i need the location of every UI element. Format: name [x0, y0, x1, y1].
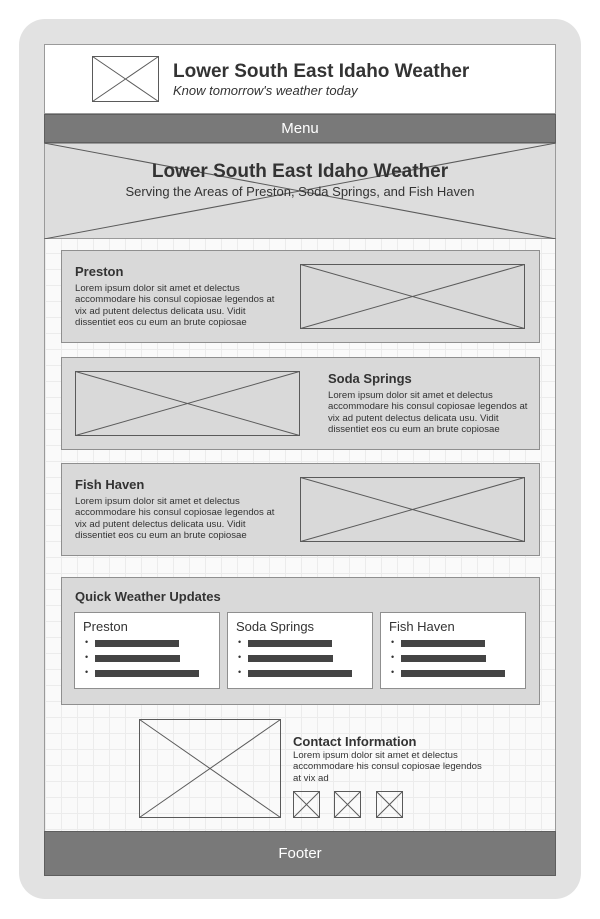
- bullet-icon: •: [238, 667, 242, 677]
- text-line-placeholder: [248, 670, 352, 677]
- text-line-placeholder: [401, 640, 485, 647]
- site-header: [44, 44, 556, 114]
- bullet-icon: •: [238, 652, 242, 662]
- contact-text: Lorem ipsum dolor sit amet et delectus a…: [293, 750, 482, 784]
- city-card-text: Lorem ipsum dolor sit amet et delectus a…: [328, 390, 528, 435]
- hero-title: Lower South East Idaho Weather: [151, 161, 449, 182]
- city-card-image: [300, 477, 525, 542]
- social-icon[interactable]: [376, 791, 403, 818]
- site-footer: Footer: [44, 831, 556, 876]
- bullet-icon: •: [85, 652, 89, 662]
- bullet-icon: •: [85, 667, 89, 677]
- social-icon[interactable]: [334, 791, 361, 818]
- site-title: Lower South East Idaho Weather: [173, 61, 470, 82]
- bullet-icon: •: [238, 637, 242, 647]
- city-card-title: Preston: [75, 264, 124, 279]
- site-tagline: Know tomorrow's weather today: [173, 83, 358, 98]
- hero-placeholder-image: [44, 143, 556, 239]
- text-line-placeholder: [95, 655, 180, 662]
- bullet-icon: •: [391, 667, 395, 677]
- city-card-text: Lorem ipsum dolor sit amet et delectus a…: [75, 496, 275, 541]
- text-line-placeholder: [248, 640, 332, 647]
- city-card-title: Soda Springs: [328, 371, 412, 386]
- bullet-icon: •: [85, 637, 89, 647]
- city-card-image: [300, 264, 525, 329]
- text-line-placeholder: [248, 655, 333, 662]
- text-line-placeholder: [401, 670, 505, 677]
- quick-update-heading: Fish Haven: [389, 619, 455, 634]
- hero-subtitle: Serving the Areas of Preston, Soda Sprin…: [125, 184, 475, 199]
- text-line-placeholder: [95, 670, 199, 677]
- menu-button[interactable]: Menu: [44, 114, 556, 143]
- city-card-title: Fish Haven: [75, 477, 145, 492]
- city-card-image: [75, 371, 300, 436]
- quick-update-heading: Soda Springs: [236, 619, 315, 634]
- contact-placeholder-image: [139, 719, 281, 818]
- text-line-placeholder: [95, 640, 179, 647]
- social-icon[interactable]: [293, 791, 320, 818]
- city-card-soda-springs: [61, 357, 540, 450]
- quick-updates-title: Quick Weather Updates: [75, 589, 221, 604]
- city-card-text: Lorem ipsum dolor sit amet et delectus a…: [75, 283, 275, 328]
- bullet-icon: •: [391, 652, 395, 662]
- contact-title: Contact Information: [293, 734, 417, 749]
- text-line-placeholder: [401, 655, 486, 662]
- logo-placeholder-image: [92, 56, 159, 102]
- quick-update-heading: Preston: [83, 619, 128, 634]
- bullet-icon: •: [391, 637, 395, 647]
